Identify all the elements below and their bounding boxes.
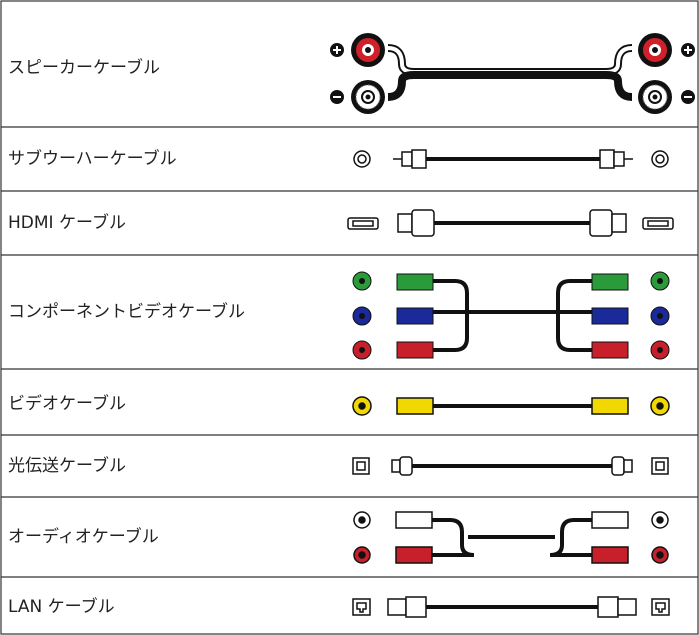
video-cable-icon: [352, 396, 670, 416]
icon-part: [591, 511, 629, 529]
icon-part: [591, 546, 629, 564]
icon-part: [623, 459, 633, 473]
icon-part: [359, 313, 365, 319]
icon-part: [591, 307, 629, 325]
row-label: 光伝送ケーブル: [8, 455, 126, 476]
icon-part: [391, 459, 401, 473]
icon-part: [589, 209, 613, 237]
icon-part: [591, 397, 629, 415]
audio-cable-icon: [353, 511, 669, 564]
icon-part: [396, 341, 434, 359]
icon-part: [395, 546, 433, 564]
icon-part: [599, 149, 615, 169]
subwoofer-cable-icon: [353, 149, 669, 169]
icon-part: [684, 96, 692, 98]
icon-part: [359, 278, 365, 284]
icon-part: [405, 596, 427, 618]
icon-part: [656, 551, 664, 559]
icon-part: [356, 461, 366, 471]
hdmi-cable-icon: [347, 209, 674, 237]
icon-part: [358, 402, 366, 410]
icon-part: [687, 46, 689, 54]
icon-part: [647, 220, 669, 227]
icon-part: [387, 71, 633, 101]
icon-part: [657, 313, 663, 319]
icon-part: [613, 151, 625, 167]
icon-part: [387, 598, 407, 616]
icon-part: [611, 213, 627, 233]
row-dividers: [1, 126, 698, 578]
icon-part: [655, 602, 666, 613]
icon-part: [356, 602, 367, 613]
icon-part: [395, 511, 433, 529]
row-label: HDMI ケーブル: [8, 212, 126, 233]
row-label: コンポーネントビデオケーブル: [8, 301, 245, 322]
row-label: オーディオケーブル: [8, 526, 159, 547]
icon-part: [333, 96, 341, 98]
icon-part: [652, 47, 658, 53]
icon-part: [611, 456, 625, 476]
row-label: ビデオケーブル: [8, 393, 126, 414]
icon-part: [396, 397, 434, 415]
icon-part: [656, 516, 664, 524]
icon-part: [396, 307, 434, 325]
icon-part: [652, 94, 658, 100]
icon-part: [655, 154, 665, 164]
speaker-cable-icon: [330, 33, 695, 114]
icon-part: [365, 94, 371, 100]
optical-cable-icon: [352, 456, 669, 476]
icon-part: [357, 154, 367, 164]
lan-cable-icon: [352, 596, 670, 618]
icon-part: [359, 347, 365, 353]
icon-part: [401, 151, 413, 167]
component-cable-icon: [352, 271, 670, 360]
icon-part: [657, 278, 663, 284]
icon-part: [399, 456, 413, 476]
icon-part: [411, 149, 427, 169]
row-label: スピーカーケーブル: [8, 57, 160, 78]
icon-part: [411, 209, 435, 237]
icon-part: [397, 213, 413, 233]
icon-part: [655, 461, 665, 471]
icon-part: [597, 596, 619, 618]
icon-part: [358, 551, 366, 559]
icon-part: [432, 518, 592, 557]
icon-part: [591, 341, 629, 359]
icon-part: [591, 273, 629, 291]
icon-part: [352, 220, 374, 227]
icon-part: [656, 402, 664, 410]
icon-part: [430, 279, 595, 352]
icon-part: [396, 273, 434, 291]
icon-part: [365, 47, 371, 53]
icon-part: [617, 598, 637, 616]
icon-part: [657, 347, 663, 353]
icon-part: [358, 516, 366, 524]
row-label: LAN ケーブル: [8, 596, 115, 617]
icon-part: [336, 46, 338, 54]
row-label: サブウーハーケーブル: [8, 148, 177, 169]
